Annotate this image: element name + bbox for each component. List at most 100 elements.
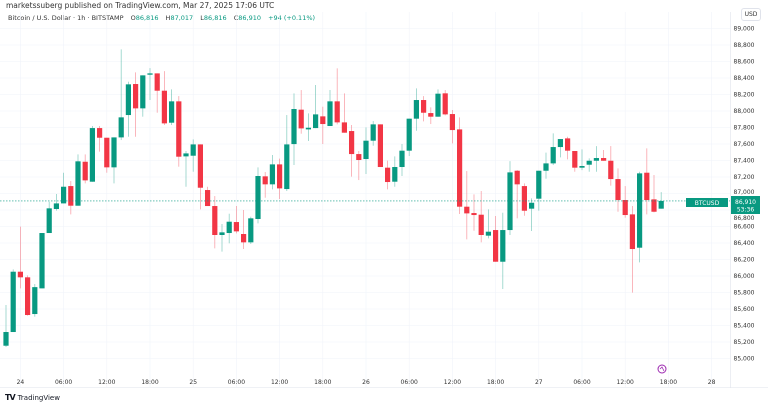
candle-body bbox=[586, 160, 592, 165]
candle-body bbox=[593, 158, 599, 161]
candle bbox=[493, 216, 499, 262]
candle bbox=[183, 151, 189, 187]
candle-body bbox=[471, 213, 477, 216]
candle bbox=[140, 75, 146, 117]
candle bbox=[449, 110, 455, 144]
candle bbox=[377, 124, 383, 168]
candle bbox=[651, 175, 657, 213]
time-tick-label: 18:00 bbox=[487, 379, 504, 386]
candle-body bbox=[349, 131, 355, 155]
tradingview-logo[interactable]: TV TradingView bbox=[5, 393, 60, 402]
price-tick-label: 85,000 bbox=[734, 356, 755, 363]
candle-body bbox=[449, 114, 455, 131]
candle bbox=[622, 186, 628, 218]
candle bbox=[442, 90, 448, 116]
candle bbox=[464, 171, 470, 240]
candle-body bbox=[125, 84, 131, 116]
candle bbox=[421, 96, 427, 122]
candle-body bbox=[565, 138, 571, 151]
candle bbox=[507, 161, 513, 235]
ticker-label: BTCUSD bbox=[695, 200, 720, 207]
candle-body bbox=[53, 203, 59, 210]
candle-body bbox=[601, 158, 607, 161]
price-tick-label: 88,400 bbox=[734, 75, 755, 82]
candle bbox=[608, 146, 614, 186]
candle-body bbox=[154, 73, 160, 91]
candle-body bbox=[197, 144, 203, 188]
candle-body bbox=[572, 151, 578, 168]
candle-body bbox=[622, 200, 628, 216]
candle bbox=[53, 193, 59, 211]
candle bbox=[212, 196, 218, 249]
candle-body bbox=[305, 127, 311, 130]
candle-body bbox=[406, 118, 412, 151]
candle bbox=[284, 115, 290, 192]
grid bbox=[0, 12, 730, 387]
candle-body bbox=[543, 163, 549, 171]
candle-body bbox=[399, 150, 405, 168]
countdown-label: 53:36 bbox=[737, 207, 754, 214]
high-label: H bbox=[165, 14, 171, 22]
close-value: 86,910 bbox=[238, 14, 262, 22]
candle-body bbox=[557, 139, 563, 148]
candle bbox=[521, 183, 527, 216]
publisher-line: marketssuberg published on TradingView.c… bbox=[6, 1, 275, 10]
candle-body bbox=[478, 214, 484, 235]
candle-body bbox=[284, 144, 290, 190]
currency-button[interactable]: USD bbox=[741, 8, 761, 21]
price-tick-label: 86,400 bbox=[734, 240, 755, 247]
candle-body bbox=[248, 218, 254, 243]
candle bbox=[205, 186, 211, 207]
candle-body bbox=[428, 113, 434, 117]
candle bbox=[147, 68, 153, 101]
price-tick-label: 89,000 bbox=[734, 26, 755, 33]
candle-body bbox=[500, 230, 506, 262]
candle bbox=[3, 305, 9, 347]
time-tick-label: 12:00 bbox=[98, 379, 115, 386]
brand-name: TradingView bbox=[17, 393, 60, 402]
candle-body bbox=[327, 101, 333, 127]
candle bbox=[457, 117, 463, 215]
price-tick-label: 88,800 bbox=[734, 42, 755, 49]
candle-body bbox=[190, 144, 196, 156]
candle-body bbox=[644, 172, 650, 201]
candle bbox=[97, 126, 103, 152]
candle bbox=[320, 106, 326, 144]
low-value: 86,816 bbox=[203, 14, 227, 22]
candle bbox=[349, 125, 355, 177]
candle bbox=[334, 68, 340, 125]
candle-body bbox=[464, 206, 470, 214]
candle-body bbox=[118, 117, 124, 138]
candle bbox=[586, 158, 592, 172]
candle-body bbox=[75, 161, 81, 206]
candle bbox=[248, 216, 254, 244]
candle-body bbox=[3, 332, 9, 346]
candle bbox=[428, 107, 434, 125]
candle-body bbox=[521, 186, 527, 211]
price-label-box bbox=[731, 196, 760, 214]
price-tick-label: 88,200 bbox=[734, 92, 755, 99]
candle-body bbox=[183, 153, 189, 157]
symbol-title: Bitcoin / U.S. Dollar · 1h · BITSTAMP bbox=[8, 14, 124, 22]
candle bbox=[154, 73, 160, 113]
candle bbox=[313, 85, 319, 129]
time-tick-label: 25 bbox=[189, 379, 197, 386]
replay-icon[interactable] bbox=[657, 364, 667, 374]
candle-body bbox=[10, 271, 16, 333]
candle bbox=[471, 194, 477, 231]
candle-body bbox=[550, 147, 556, 164]
price-tick-label: 87,800 bbox=[734, 125, 755, 132]
candle bbox=[197, 144, 203, 210]
price-tick-label: 86,800 bbox=[734, 215, 755, 222]
candle-body bbox=[313, 114, 319, 129]
price-tick-label: 85,200 bbox=[734, 339, 755, 346]
candle-body bbox=[334, 101, 340, 123]
price-tick-label: 86,600 bbox=[734, 224, 755, 231]
candle bbox=[233, 206, 239, 234]
candle bbox=[68, 181, 74, 215]
candle bbox=[169, 89, 175, 126]
candle bbox=[385, 160, 391, 190]
candles bbox=[3, 49, 664, 347]
price-tick-label: 86,000 bbox=[734, 273, 755, 280]
